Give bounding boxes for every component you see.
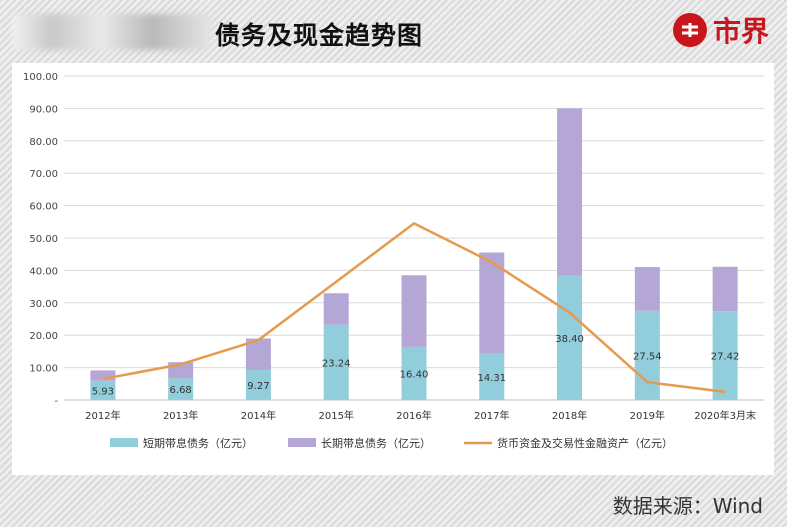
x-tick-label: 2020年3月末 bbox=[694, 409, 756, 422]
y-tick-label: 50.00 bbox=[29, 234, 58, 245]
cash-assets-point bbox=[491, 261, 493, 263]
cash-assets-point bbox=[257, 339, 259, 341]
y-tick-label: 70.00 bbox=[29, 169, 58, 180]
legend-cash-assets-label: 货币资金及交易性金融资产（亿元） bbox=[497, 436, 673, 450]
y-tick-label: 100.00 bbox=[23, 72, 58, 83]
brand-logo-icon bbox=[672, 13, 707, 47]
long-term-debt-bar bbox=[712, 266, 738, 312]
cash-assets-point bbox=[646, 381, 648, 383]
data-source: 数据来源：Wind bbox=[612, 494, 763, 518]
short-term-data-label: 9.27 bbox=[247, 381, 269, 392]
y-tick-label: - bbox=[54, 396, 58, 407]
line-layer bbox=[102, 222, 726, 394]
cash-assets-point bbox=[724, 391, 726, 393]
x-tick-label: 2014年 bbox=[241, 409, 276, 422]
legend-short-term-label: 短期带息债务（亿元） bbox=[143, 436, 253, 450]
short-term-debt-bar bbox=[479, 353, 505, 400]
y-tick-label: 90.00 bbox=[29, 104, 58, 115]
blurred-title-image bbox=[12, 14, 212, 50]
x-tick-label: 2015年 bbox=[318, 409, 353, 422]
long-term-debt-bar bbox=[557, 108, 583, 276]
title-bar: 债务及现金趋势图 市界 bbox=[0, 0, 787, 62]
x-tick-label: 2018年 bbox=[552, 409, 587, 422]
cash-assets-point bbox=[569, 312, 571, 314]
legend-short-term-swatch bbox=[110, 438, 138, 447]
short-term-debt-bar bbox=[90, 380, 116, 400]
x-tick-label: 2019年 bbox=[630, 409, 665, 422]
x-tick-label: 2017年 bbox=[474, 409, 509, 422]
legend: 短期带息债务（亿元） 长期带息债务（亿元） 货币资金及交易性金融资产（亿元） bbox=[110, 436, 673, 450]
y-tick-label: 10.00 bbox=[29, 364, 58, 375]
y-tick-label: 60.00 bbox=[29, 202, 58, 213]
long-term-debt-bar bbox=[634, 267, 660, 311]
long-term-debt-bar bbox=[401, 275, 427, 347]
short-term-debt-bar bbox=[401, 346, 427, 400]
chart-panel: 5.93 6.68 9.27 23.24 16.40 14.31 38.40 27.54 27.… bbox=[12, 63, 774, 475]
short-term-debt-bar bbox=[557, 275, 583, 400]
short-term-debt-bar bbox=[323, 324, 349, 400]
x-tick-label: 2013年 bbox=[163, 409, 198, 422]
cash-assets-point bbox=[335, 281, 337, 283]
short-term-debt-bar bbox=[168, 378, 194, 400]
axis-layer: - 10.00 20.00 30.00 40.00 50.00 60.00 70.00 80.0… bbox=[23, 72, 764, 422]
page-title: 债务及现金趋势图 bbox=[215, 21, 424, 50]
short-term-data-label: 38.40 bbox=[555, 334, 584, 345]
footer: 数据来源：Wind bbox=[0, 478, 787, 527]
short-term-data-label: 6.68 bbox=[170, 385, 192, 396]
cash-assets-point bbox=[102, 378, 104, 380]
bar-label-layer: 5.93 6.68 9.27 23.24 16.40 14.31 38.40 27.54 27.… bbox=[92, 334, 740, 398]
brand: 市界 bbox=[672, 10, 769, 50]
legend-long-term-label: 长期带息债务（亿元） bbox=[321, 436, 431, 450]
legend-long-term-swatch bbox=[288, 438, 316, 447]
cash-assets-point bbox=[180, 363, 182, 365]
grid-layer bbox=[64, 75, 764, 369]
long-term-debt-bar bbox=[479, 252, 505, 354]
x-tick-label: 2016年 bbox=[396, 409, 431, 422]
short-term-data-label: 5.93 bbox=[92, 386, 114, 397]
debt-cash-chart: 5.93 6.68 9.27 23.24 16.40 14.31 38.40 27.54 27.… bbox=[23, 72, 764, 450]
short-term-debt-bar bbox=[634, 310, 660, 400]
x-tick-label: 2012年 bbox=[85, 409, 120, 422]
short-term-data-label: 23.24 bbox=[322, 358, 351, 369]
y-tick-label: 20.00 bbox=[29, 331, 58, 342]
short-term-data-label: 27.54 bbox=[633, 351, 662, 362]
bar-layer bbox=[90, 108, 738, 400]
brand-logo-glyph-icon bbox=[681, 23, 698, 37]
y-tick-label: 30.00 bbox=[29, 299, 58, 310]
short-term-data-label: 27.42 bbox=[711, 352, 740, 363]
cash-assets-point bbox=[413, 222, 415, 224]
long-term-debt-bar bbox=[90, 370, 116, 381]
y-tick-label: 80.00 bbox=[29, 137, 58, 148]
short-term-debt-bar bbox=[712, 311, 738, 400]
brand-name: 市界 bbox=[712, 15, 769, 48]
short-term-debt-bar bbox=[245, 369, 271, 400]
short-term-data-label: 14.31 bbox=[477, 373, 506, 384]
short-term-data-label: 16.40 bbox=[400, 369, 429, 380]
y-tick-label: 40.00 bbox=[29, 266, 58, 277]
long-term-debt-bar bbox=[323, 293, 349, 325]
